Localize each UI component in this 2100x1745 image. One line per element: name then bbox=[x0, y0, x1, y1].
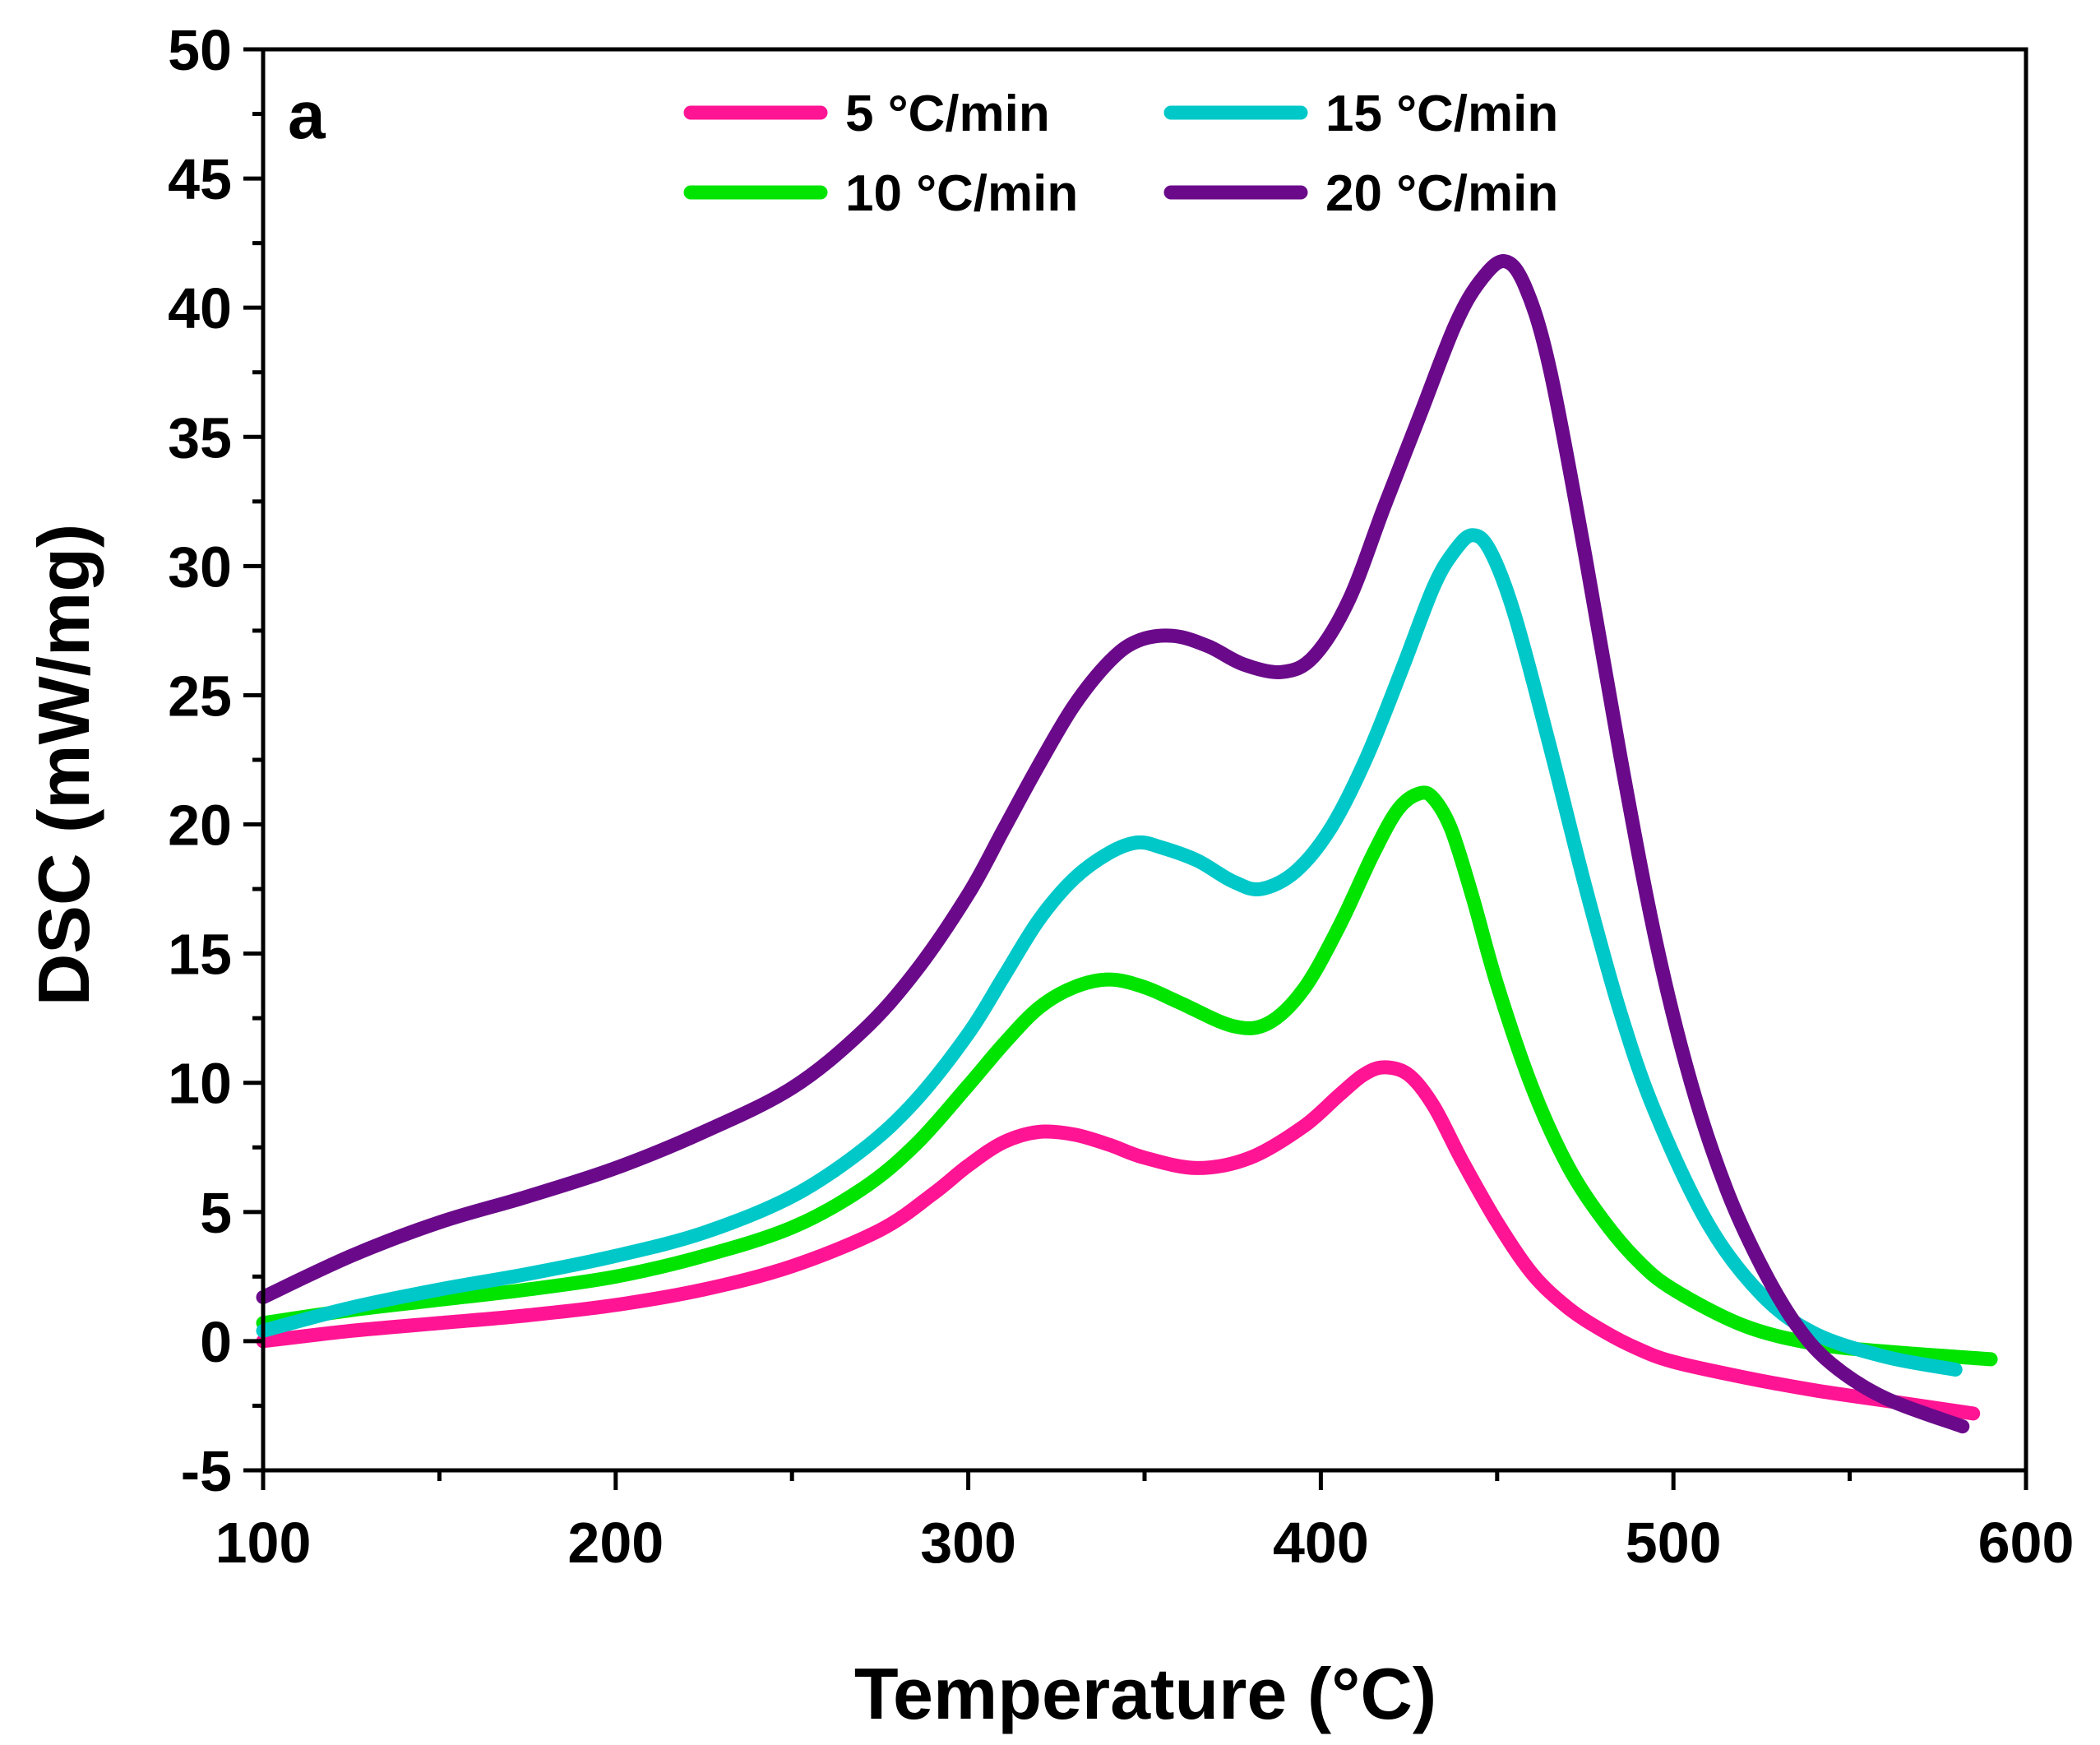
y-tick-label: 35 bbox=[168, 405, 232, 470]
axes-layer: 100 200 300 400 500 600 -5 0 5 10 15 20 25 30 35 40 45 50 bbox=[168, 18, 2074, 1575]
series-layer bbox=[256, 254, 1998, 1434]
series-line-1 bbox=[256, 1060, 1981, 1421]
panel-label: a bbox=[288, 78, 326, 153]
legend-label-4: 20 °C/min bbox=[1325, 165, 1558, 222]
x-tick-label: 300 bbox=[920, 1511, 1016, 1575]
y-tick-label: 30 bbox=[168, 535, 232, 599]
x-tick-label: 400 bbox=[1273, 1511, 1369, 1575]
y-tick-label: 50 bbox=[168, 18, 232, 82]
legend-label-1: 5 °C/min bbox=[845, 86, 1050, 142]
legend: 5 °C/min 10 °C/min 15 °C/min 20 °C/min bbox=[683, 86, 1558, 222]
x-axis-title: Temperature (°C) bbox=[854, 1653, 1436, 1734]
y-tick-label: -5 bbox=[181, 1439, 232, 1503]
series-line-3 bbox=[256, 528, 1963, 1377]
y-tick-label: 10 bbox=[168, 1052, 232, 1116]
series-line-4 bbox=[256, 254, 1970, 1434]
y-tick-label: 5 bbox=[200, 1181, 232, 1245]
x-tick-label: 200 bbox=[567, 1511, 664, 1575]
y-tick-label: 45 bbox=[168, 147, 232, 211]
x-tick-label: 100 bbox=[215, 1511, 312, 1575]
y-axis-title: DSC (mW/mg) bbox=[23, 524, 104, 1007]
legend-label-3: 15 °C/min bbox=[1325, 86, 1558, 142]
y-tick-label: 40 bbox=[168, 276, 232, 340]
y-tick-label: 15 bbox=[168, 923, 232, 987]
y-tick-label: 25 bbox=[168, 664, 232, 728]
series-line-2 bbox=[256, 785, 1998, 1367]
legend-label-2: 10 °C/min bbox=[845, 165, 1078, 222]
x-tick-label: 600 bbox=[1978, 1511, 2075, 1575]
x-tick-label: 500 bbox=[1626, 1511, 1722, 1575]
y-tick-label: 20 bbox=[168, 794, 232, 858]
y-tick-label: 0 bbox=[200, 1310, 232, 1374]
